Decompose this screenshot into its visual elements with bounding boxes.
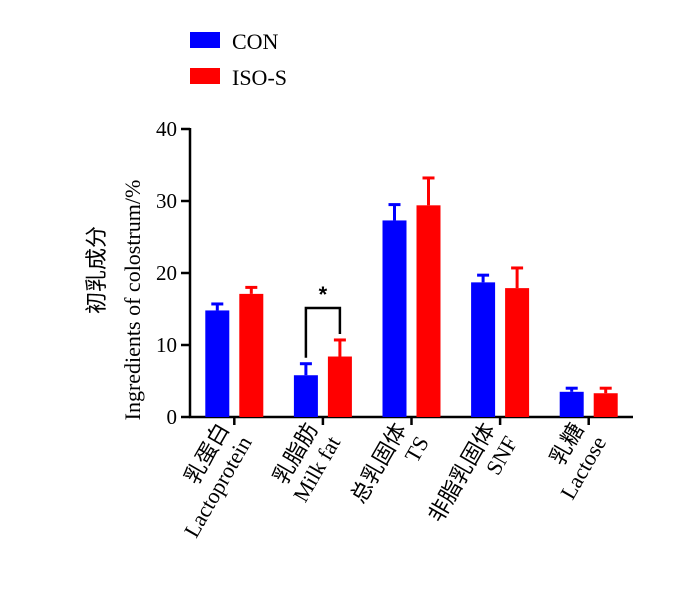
- y-tick-label: 20: [156, 261, 177, 285]
- error-bars: [211, 176, 612, 394]
- y-axis-title: 初乳成分 Ingredients of colostrum/%: [84, 180, 145, 421]
- y-axis-title-chinese: 初乳成分: [84, 226, 109, 314]
- bar-con-3: [471, 282, 496, 417]
- bar-con-2: [382, 220, 407, 417]
- y-tick-label: 0: [167, 405, 178, 429]
- bars: [205, 205, 618, 417]
- legend-label-con: CON: [232, 29, 279, 54]
- significance-bracket: [304, 306, 342, 358]
- bar-iso-s-1: [327, 356, 352, 417]
- legend-label-iso-s: ISO-S: [232, 65, 287, 90]
- bar-iso-s-0: [239, 293, 264, 417]
- y-axis-title-english: Ingredients of colostrum/%: [120, 180, 145, 421]
- bar-iso-s-3: [505, 288, 530, 417]
- significance-markers: *: [304, 282, 342, 358]
- x-axis-ticks: [233, 417, 590, 425]
- bar-iso-s-4: [593, 393, 618, 417]
- y-tick-label: 30: [156, 189, 177, 213]
- significance-asterisk: *: [319, 282, 328, 307]
- y-axis-ticks: 0 10 20 30 40: [156, 117, 190, 429]
- bar-iso-s-2: [416, 205, 441, 417]
- bar-con-4: [559, 391, 584, 417]
- bar-con-0: [205, 310, 230, 417]
- bar-con-1: [293, 375, 318, 417]
- legend-swatch-con: [190, 32, 220, 48]
- legend-swatch-iso-s: [190, 68, 220, 84]
- category-label-chinese: 非脂乳固体: [423, 419, 500, 527]
- category-label-chinese: 总乳固体: [346, 419, 412, 508]
- legend: CON ISO-S: [190, 29, 287, 90]
- y-tick-label: 10: [156, 333, 177, 357]
- y-tick-label: 40: [156, 117, 177, 141]
